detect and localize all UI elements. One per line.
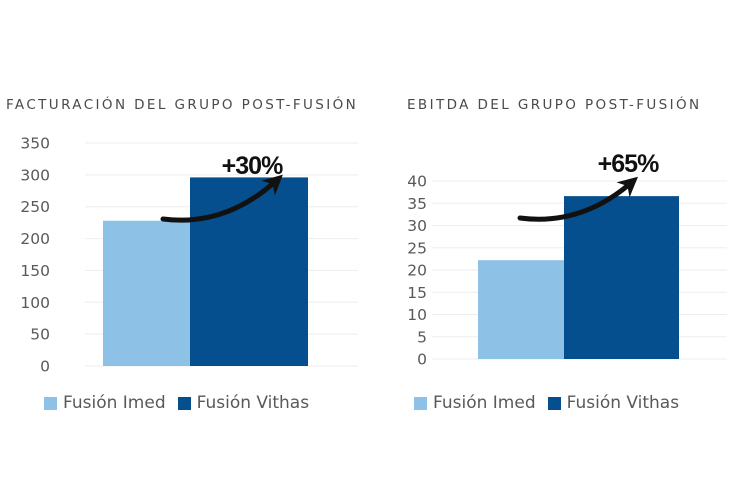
y-tick-label: 200: [20, 230, 50, 248]
y-tick-label: 20: [407, 262, 427, 280]
growth-arrow-icon: [160, 174, 283, 223]
bar-fusion-vithas: [190, 177, 308, 366]
y-tick-label: 10: [407, 306, 427, 324]
y-tick-label: 150: [20, 262, 50, 280]
legend-label-imed: Fusión Imed: [433, 393, 536, 413]
legend-item-vithas: Fusión Vithas: [177, 393, 310, 413]
y-tick-label: 0: [417, 351, 427, 369]
legend-item-imed: Fusión Imed: [414, 393, 536, 413]
legend-label-vithas: Fusión Vithas: [566, 393, 680, 413]
revenue-chart: 0 50 100 150 200 250 300 350 +30%: [20, 135, 358, 376]
y-tick-label: 250: [20, 198, 50, 216]
y-tick-label: 50: [30, 326, 50, 344]
y-tick-label: 0: [40, 358, 50, 376]
legend-swatch-imed: [44, 396, 57, 410]
bar-fusion-imed: [103, 220, 190, 366]
bar-fusion-vithas: [564, 196, 679, 359]
y-tick-label: 40: [407, 173, 427, 191]
growth-annotation: +30%: [222, 152, 283, 180]
legend-swatch-imed: [414, 396, 427, 410]
legend-revenue: Fusión Imed Fusión Vithas: [44, 393, 321, 413]
y-tick-label: 5: [417, 328, 427, 346]
legend-label-imed: Fusión Imed: [63, 393, 166, 413]
legend-item-imed: Fusión Imed: [44, 393, 166, 413]
legend-item-vithas: Fusión Vithas: [547, 393, 680, 413]
legend-ebitda: Fusión Imed Fusión Vithas: [414, 393, 691, 413]
y-tick-label: 100: [20, 294, 50, 312]
y-tick-label: 35: [407, 195, 427, 213]
legend-label-vithas: Fusión Vithas: [196, 393, 310, 413]
y-tick-label: 300: [20, 166, 50, 184]
chart-title-revenue: FACTURACIÓN DEL GRUPO POST-FUSIÓN: [6, 97, 359, 113]
y-tick-label: 25: [407, 239, 427, 257]
growth-annotation: +65%: [598, 150, 659, 178]
y-tick-label: 350: [20, 135, 50, 153]
legend-swatch-vithas: [547, 396, 561, 410]
growth-arrow-icon: [517, 176, 639, 222]
y-tick-label: 15: [407, 284, 427, 302]
y-tick-label: 30: [407, 217, 427, 235]
bar-fusion-imed: [478, 260, 564, 359]
ebitda-chart: 0 5 10 15 20 25 30 35 40 +65%: [407, 150, 727, 369]
chart-title-ebitda: EBITDA DEL GRUPO POST-FUSIÓN: [407, 97, 702, 113]
legend-swatch-vithas: [177, 396, 191, 410]
